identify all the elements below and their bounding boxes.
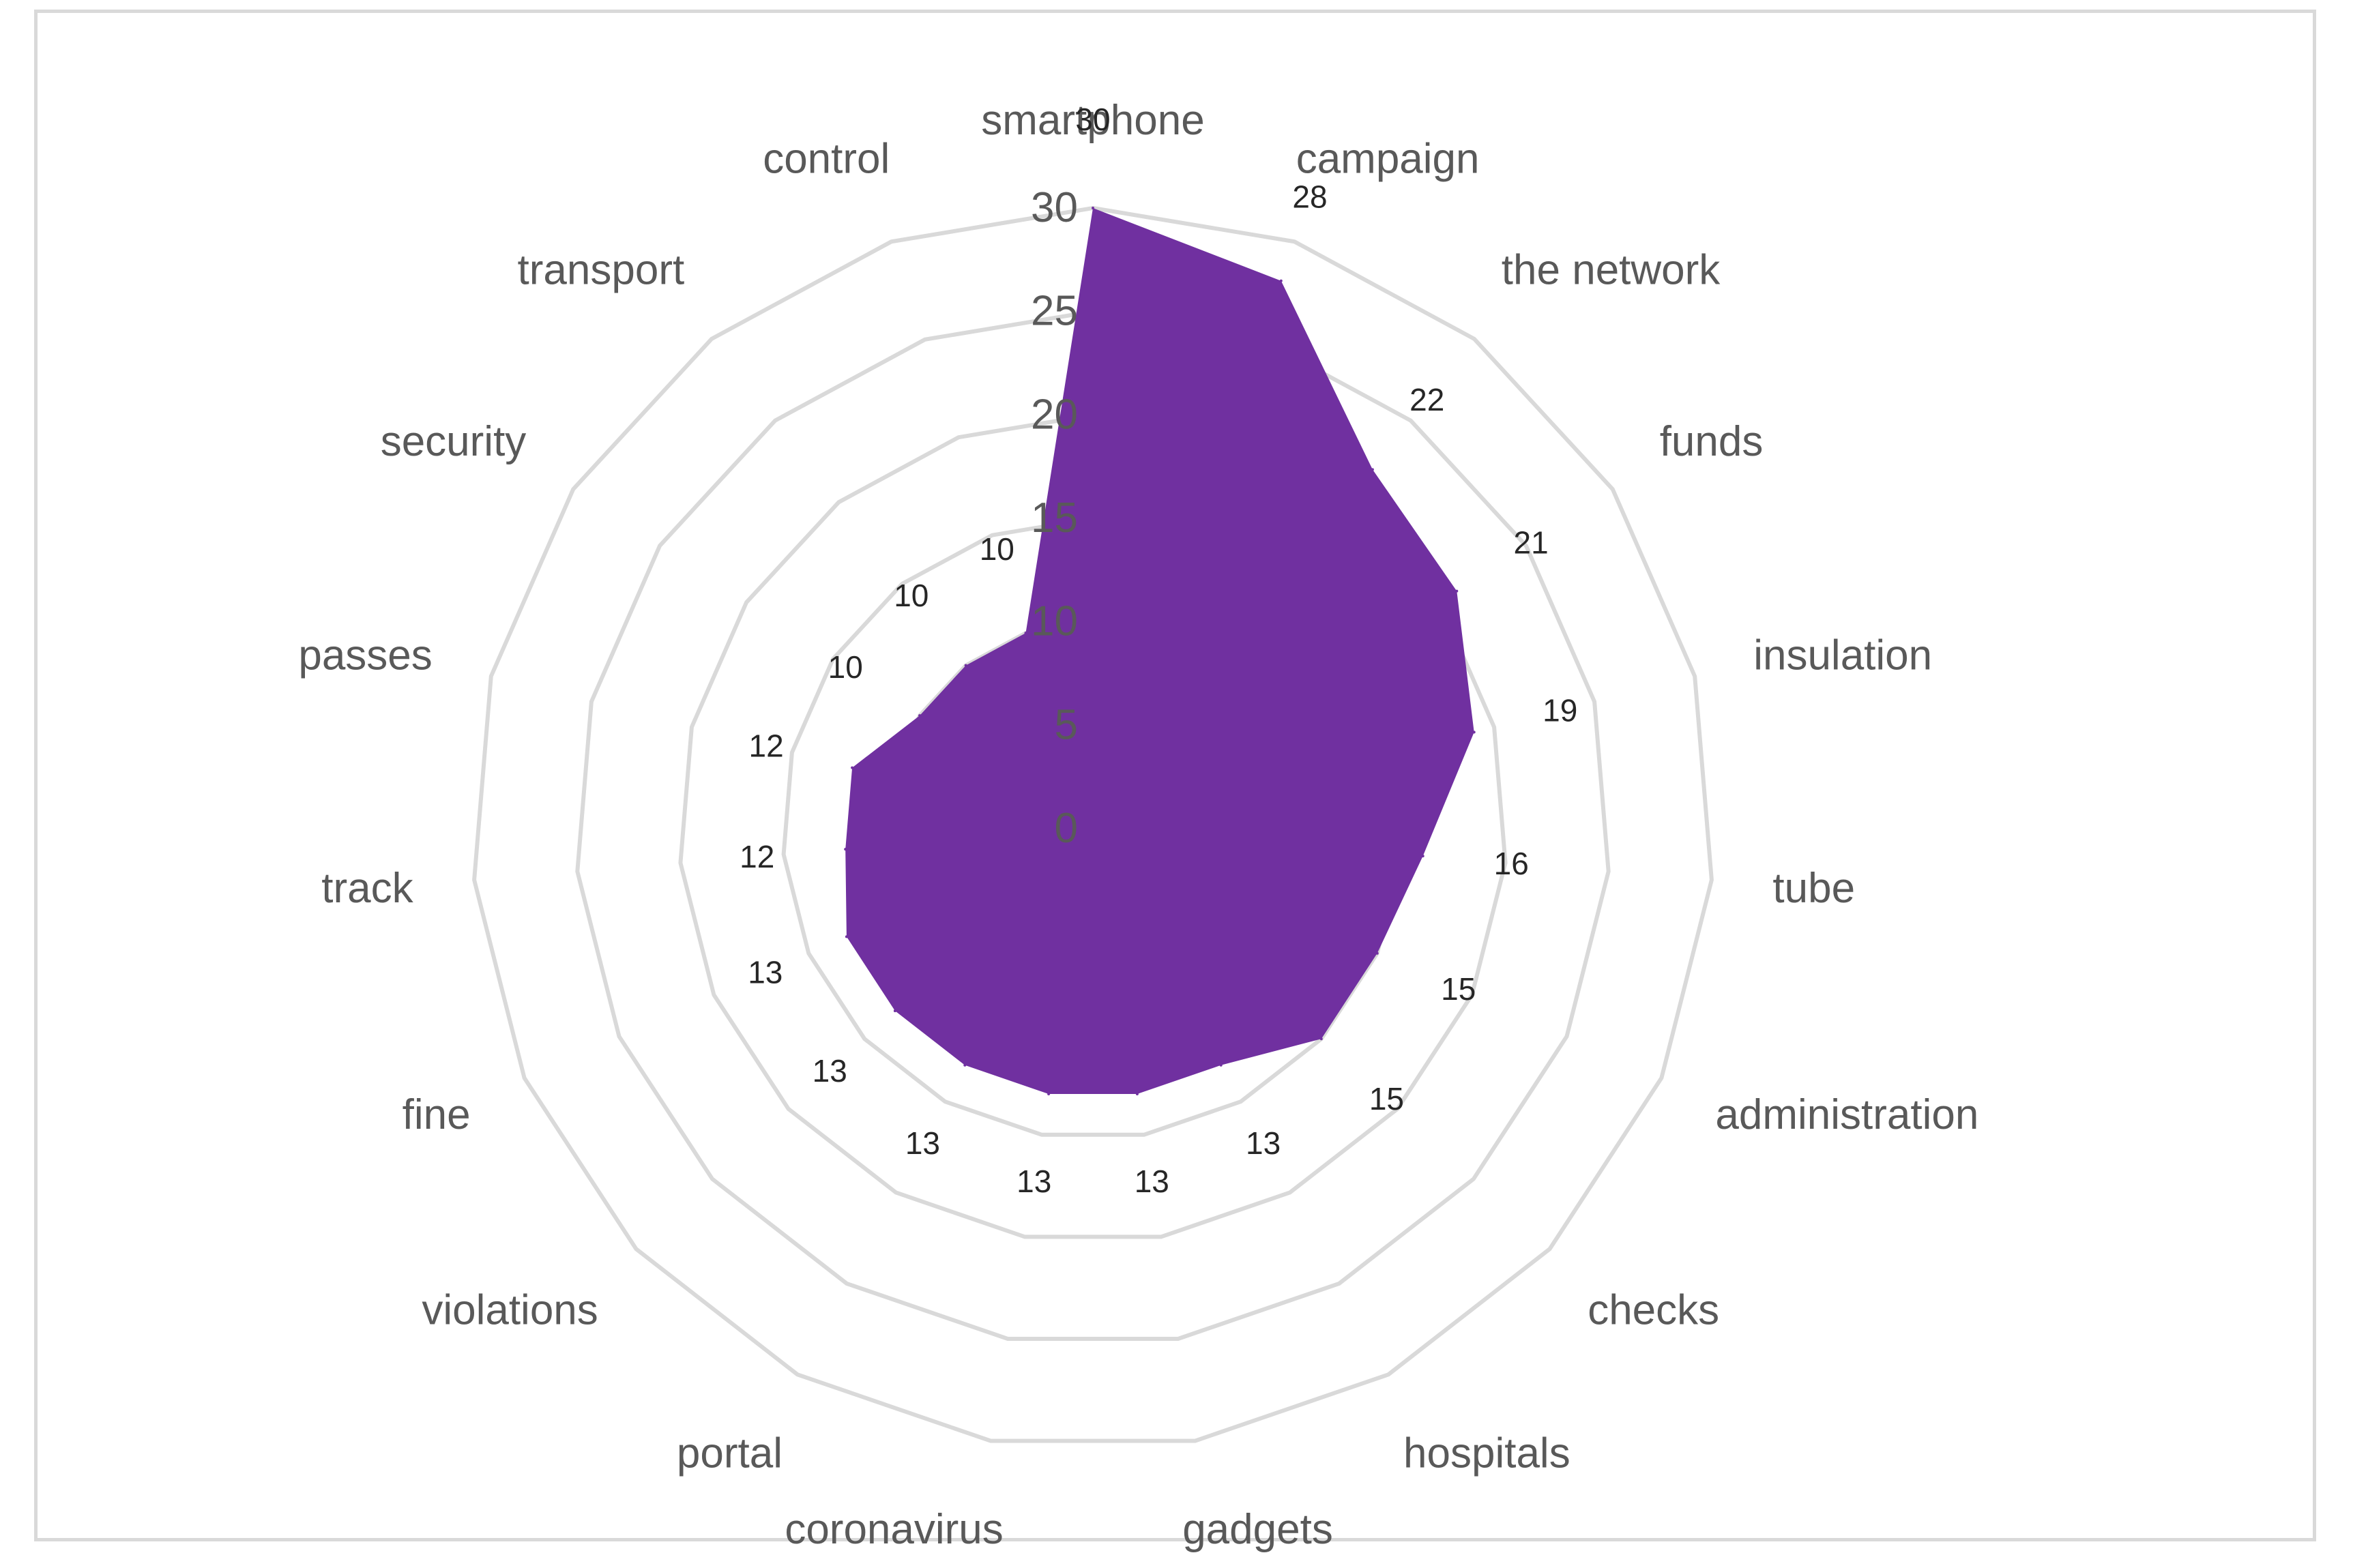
category-label: portal <box>677 1430 783 1477</box>
data-point <box>1279 279 1283 282</box>
series-area <box>845 208 1474 1094</box>
radial-tick-label: 10 <box>1031 598 1078 645</box>
category-label-layer: smartphone campaign the network funds insula… <box>298 97 1978 1553</box>
radial-tick-label: 15 <box>1031 494 1078 542</box>
data-label: 10 <box>828 649 863 685</box>
radial-tick-label: 0 <box>1055 805 1078 852</box>
data-point <box>918 714 922 718</box>
category-label: transport <box>518 246 685 293</box>
category-label: smartphone <box>981 97 1204 144</box>
tick-layer: 0 5 10 15 20 25 30 <box>1031 184 1078 852</box>
data-point <box>964 664 967 667</box>
data-point <box>1472 730 1476 734</box>
data-label: 13 <box>813 1053 847 1089</box>
data-label: 12 <box>749 728 784 764</box>
data-label: 15 <box>1441 971 1476 1007</box>
data-label: 30 <box>1075 102 1110 137</box>
data-point <box>1219 1063 1223 1067</box>
data-label-layer: 30 28 22 21 19 16 15 15 13 13 13 13 13 13 12 12 10 10 10 <box>740 102 1577 1199</box>
category-label: track <box>321 865 413 912</box>
category-label: funds <box>1660 418 1764 465</box>
category-label: control <box>763 135 890 182</box>
data-point <box>1135 1093 1139 1095</box>
category-label: fine <box>403 1091 471 1138</box>
data-label: 15 <box>1369 1081 1404 1116</box>
category-label: insulation <box>1753 632 1932 679</box>
data-label: 16 <box>1494 846 1529 881</box>
category-label: the network <box>1502 246 1721 293</box>
data-label: 19 <box>1543 693 1577 728</box>
data-label: 13 <box>1246 1125 1281 1161</box>
grid-ring-25 <box>575 309 1611 1341</box>
data-point <box>893 1009 896 1013</box>
data-label: 13 <box>905 1125 940 1161</box>
data-point <box>1024 632 1027 635</box>
data-point <box>1092 207 1094 209</box>
data-point <box>1319 1037 1323 1041</box>
radial-tick-label: 5 <box>1055 701 1078 748</box>
data-point <box>851 766 854 769</box>
category-label: coronavirus <box>785 1506 1003 1553</box>
data-point <box>1421 855 1424 858</box>
data-label: 10 <box>894 578 929 613</box>
grid-ring-30 <box>472 205 1714 1443</box>
category-label: security <box>381 418 527 465</box>
data-point <box>1371 468 1374 471</box>
data-label: 28 <box>1292 179 1327 215</box>
radial-tick-label: 30 <box>1031 184 1078 231</box>
category-label: gadgets <box>1182 1506 1333 1553</box>
category-label: tube <box>1772 865 1855 912</box>
radial-tick-label: 25 <box>1031 288 1078 335</box>
data-point <box>1455 589 1459 593</box>
data-point <box>845 935 848 938</box>
data-label: 12 <box>740 839 774 874</box>
category-label: hospitals <box>1403 1430 1570 1477</box>
data-label: 10 <box>980 531 1014 567</box>
data-label: 13 <box>1135 1164 1169 1199</box>
category-label: passes <box>298 632 432 679</box>
data-label: 21 <box>1514 525 1549 561</box>
category-label: violations <box>422 1286 598 1333</box>
data-point <box>1375 951 1379 955</box>
data-label: 13 <box>748 955 783 990</box>
data-label: 13 <box>1017 1164 1051 1199</box>
category-label: administration <box>1715 1091 1978 1138</box>
category-label: checks <box>1588 1286 1719 1333</box>
chart-frame <box>34 10 2316 1541</box>
data-label: 22 <box>1409 382 1444 417</box>
category-label: campaign <box>1296 135 1480 182</box>
radial-tick-label: 20 <box>1031 391 1078 438</box>
series-layer <box>844 207 1476 1095</box>
data-point <box>963 1063 967 1067</box>
data-point <box>1047 1093 1051 1095</box>
data-point <box>844 848 847 851</box>
